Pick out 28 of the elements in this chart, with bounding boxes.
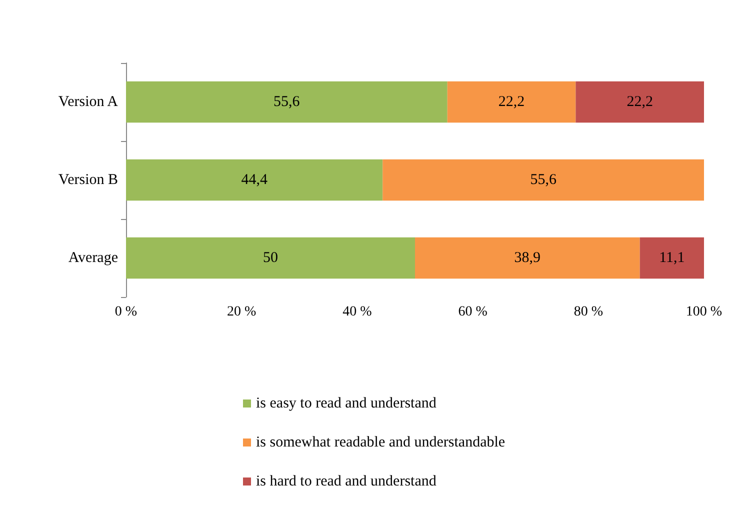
x-tick-label: 80 % <box>574 304 604 320</box>
bar <box>382 159 704 201</box>
x-tick-label: 40 % <box>342 304 372 320</box>
x-tick-label: 0 % <box>114 304 138 320</box>
data-label: 22,2 <box>626 94 653 110</box>
data-label: 50 <box>263 250 278 266</box>
y-tick-label: Version A <box>58 94 118 110</box>
data-label: 44,4 <box>241 172 268 188</box>
bar <box>126 237 415 279</box>
x-tick-label: 20 % <box>227 304 257 320</box>
bar <box>126 81 448 123</box>
y-tick-label: Version B <box>58 172 118 188</box>
legend-label: is easy to read and understand <box>256 396 437 412</box>
legend-label: is hard to read and understand <box>256 474 437 490</box>
x-tick-label: 100 % <box>686 304 722 320</box>
x-tick-label: 60 % <box>458 304 488 320</box>
data-label: 11,1 <box>659 250 685 266</box>
bar <box>415 237 640 279</box>
bar <box>126 159 383 201</box>
data-label: 55,6 <box>274 94 300 110</box>
data-label: 22,2 <box>498 94 525 110</box>
bar <box>447 81 576 123</box>
bar <box>576 81 704 123</box>
data-label: 38,9 <box>514 250 541 266</box>
data-label: 55,6 <box>530 172 557 188</box>
bar <box>640 237 704 279</box>
legend-label: is somewhat readable and understandable <box>256 434 506 450</box>
y-tick-label: Average <box>68 250 118 266</box>
